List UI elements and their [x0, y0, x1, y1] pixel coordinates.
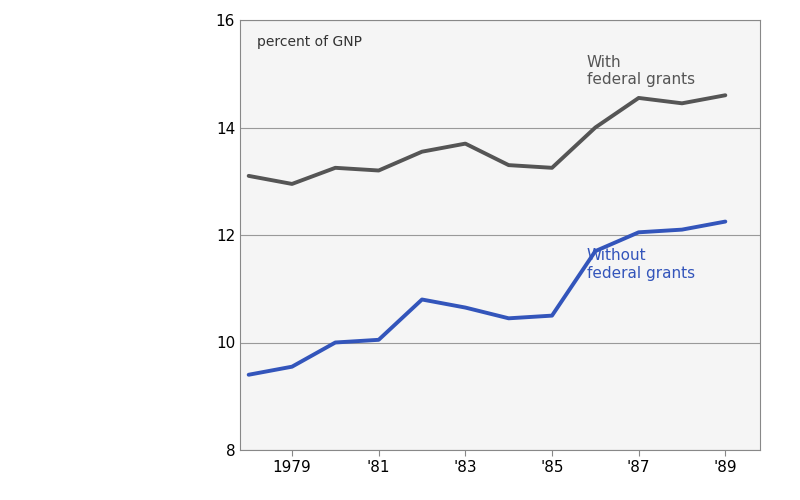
Text: With
federal grants: With federal grants	[586, 55, 694, 88]
Text: Without
federal grants: Without federal grants	[586, 248, 694, 281]
Text: percent of GNP: percent of GNP	[258, 35, 362, 49]
